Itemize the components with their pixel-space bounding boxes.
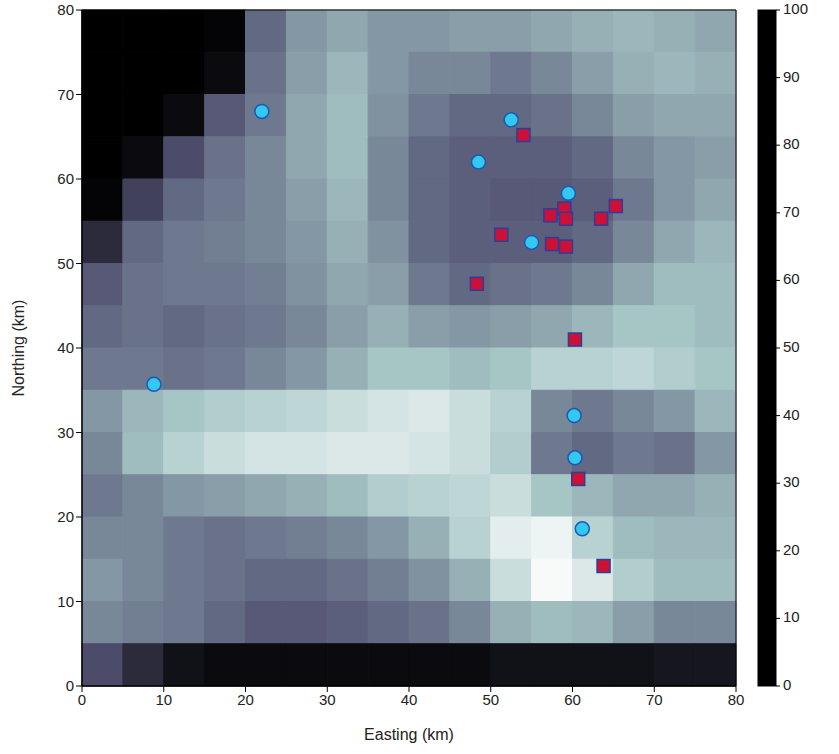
svg-text:50: 50 [482, 691, 499, 708]
svg-text:0: 0 [783, 676, 791, 693]
svg-text:70: 70 [57, 86, 74, 103]
svg-text:70: 70 [646, 691, 663, 708]
svg-text:20: 20 [57, 508, 74, 525]
svg-text:30: 30 [783, 473, 800, 490]
svg-text:100: 100 [783, 0, 808, 17]
svg-text:30: 30 [319, 691, 336, 708]
svg-text:60: 60 [564, 691, 581, 708]
svg-text:80: 80 [783, 135, 800, 152]
svg-text:90: 90 [783, 68, 800, 85]
svg-text:20: 20 [783, 541, 800, 558]
svg-text:10: 10 [57, 593, 74, 610]
svg-text:60: 60 [783, 270, 800, 287]
svg-text:30: 30 [57, 424, 74, 441]
svg-text:40: 40 [401, 691, 418, 708]
svg-text:0: 0 [78, 691, 86, 708]
svg-text:40: 40 [783, 406, 800, 423]
svg-text:80: 80 [728, 691, 745, 708]
svg-text:80: 80 [57, 1, 74, 18]
svg-text:50: 50 [57, 255, 74, 272]
svg-text:40: 40 [57, 339, 74, 356]
svg-text:10: 10 [783, 608, 800, 625]
svg-text:10: 10 [155, 691, 172, 708]
svg-text:20: 20 [237, 691, 254, 708]
svg-text:Easting (km): Easting (km) [364, 726, 454, 743]
svg-text:0: 0 [66, 677, 74, 694]
svg-text:60: 60 [57, 170, 74, 187]
svg-text:70: 70 [783, 203, 800, 220]
svg-text:50: 50 [783, 338, 800, 355]
svg-text:Northing (km): Northing (km) [10, 300, 27, 397]
